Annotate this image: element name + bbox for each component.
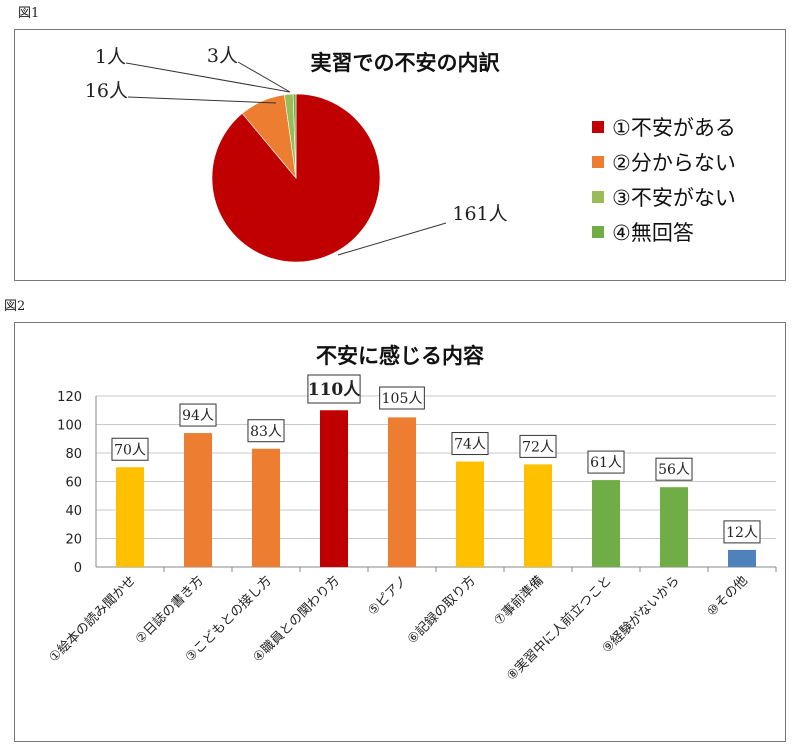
data-label-1: 70人	[114, 442, 146, 458]
pie-slice-4	[292, 93, 297, 179]
bar-title: 不安に感じる内容	[316, 344, 484, 368]
data-label-9: 56人	[658, 462, 690, 478]
bar-2	[184, 433, 212, 567]
figure-2-label: 図2	[4, 299, 26, 314]
legend-swatch-4	[592, 226, 604, 238]
data-label-box-2	[179, 403, 217, 427]
data-label-5: 105人	[382, 391, 423, 407]
data-label-10: 12人	[726, 525, 758, 541]
legend-label-3: ③不安がない	[612, 186, 736, 210]
data-label-7: 72人	[522, 439, 554, 455]
pie-leader-line-2	[127, 96, 277, 104]
data-label-box-3	[247, 419, 285, 443]
pie-data-label-3: 3人	[207, 45, 238, 67]
y-tick-label-60: 60	[65, 476, 82, 491]
bar-9	[660, 487, 688, 567]
pie-data-label-2: 16人	[85, 80, 128, 102]
data-label-6: 74人	[454, 437, 486, 453]
bar-1	[116, 467, 144, 567]
bar-6	[456, 461, 484, 567]
y-tick-label-40: 40	[65, 504, 82, 519]
bar-3	[252, 448, 280, 567]
bar-4	[320, 410, 348, 567]
x-category-label-6: ⑥記録の取り方	[404, 573, 479, 648]
data-label-box-7	[519, 434, 557, 458]
bar-8	[592, 480, 620, 567]
y-tick-label-100: 100	[57, 419, 82, 434]
pie-leader-line-3	[237, 61, 291, 93]
y-tick-label-0: 0	[74, 561, 82, 576]
y-tick-label-80: 80	[65, 447, 82, 462]
x-category-label-10: ⑩その他	[704, 573, 750, 619]
legend-label-4: ④無回答	[612, 221, 694, 245]
data-label-4: 110人	[308, 380, 361, 400]
bar-10	[728, 549, 756, 567]
data-label-box-4	[307, 374, 361, 404]
x-category-label-1: ①絵本の読み聞かせ	[46, 573, 139, 666]
legend-swatch-2	[592, 156, 604, 168]
pie-data-label-1: 161人	[452, 203, 507, 225]
data-label-8: 61人	[590, 455, 622, 471]
data-label-3: 83人	[250, 424, 282, 440]
x-category-label-7: ⑦事前準備	[491, 573, 547, 629]
x-category-label-2: ②日誌の書き方	[132, 573, 207, 648]
pie-title: 実習での不安の内訳	[311, 51, 501, 75]
legend-label-1: ①不安がある	[612, 116, 736, 140]
data-label-box-6	[451, 432, 489, 456]
pie-leader-line-1	[337, 222, 447, 256]
data-label-2: 94人	[182, 408, 214, 424]
y-tick-label-20: 20	[65, 533, 82, 548]
pie-data-label-4: 1人	[95, 46, 126, 68]
bar-7	[524, 464, 552, 567]
data-label-box-10	[723, 520, 761, 544]
bar-5	[388, 417, 416, 567]
figure-1-label: 図1	[18, 6, 40, 21]
pie-leader-line-4	[125, 62, 291, 93]
legend-label-2: ②分からない	[612, 151, 736, 175]
data-label-box-8	[587, 450, 625, 474]
legend-swatch-3	[592, 191, 604, 203]
legend-swatch-1	[592, 121, 604, 133]
data-label-box-5	[379, 386, 425, 410]
pie-chart-panel	[14, 29, 786, 281]
x-category-label-5: ⑤ピアノ	[365, 573, 411, 619]
data-label-box-1	[111, 437, 149, 461]
data-label-box-9	[655, 457, 693, 481]
y-tick-label-120: 120	[57, 390, 82, 405]
